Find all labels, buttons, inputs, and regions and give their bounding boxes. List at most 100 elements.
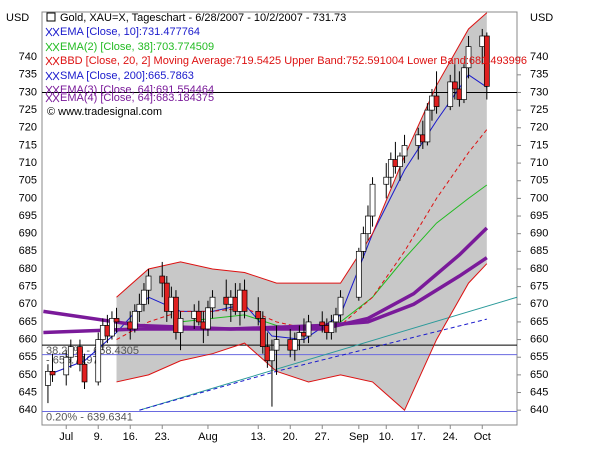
- candle-body: [369, 183, 376, 217]
- indicator-line: [116, 263, 488, 411]
- y-tick-label: 695: [19, 210, 37, 222]
- y-tick-label: 700: [19, 192, 37, 204]
- candle-body: [397, 155, 403, 167]
- candle-body: [259, 318, 266, 347]
- y-tick-label-right: 640: [530, 404, 548, 416]
- y-tick-label: 655: [19, 351, 37, 363]
- x-tick-label: 27.: [315, 431, 330, 443]
- y-tick-label-right: 670: [530, 298, 548, 310]
- y-tick-label: 665: [19, 316, 37, 328]
- y-tick-label-right: 730: [530, 86, 548, 98]
- legend-marker: [45, 27, 60, 37]
- candle-body: [291, 339, 298, 351]
- y-tick-label: 740: [19, 51, 37, 63]
- candle-body: [113, 318, 120, 323]
- candle-body: [173, 296, 179, 333]
- candle-body: [383, 176, 390, 185]
- y-tick-label: 650: [19, 369, 37, 381]
- x-tick-label: 10.: [379, 431, 394, 443]
- legend-entry: BBD [Close, 20, 2] Moving Average:719.54…: [60, 55, 527, 67]
- candle-body: [141, 289, 147, 305]
- x-tick-label: 16.: [123, 431, 138, 443]
- y-tick-label: 725: [19, 104, 37, 116]
- y-tick-label-right: 710: [530, 157, 548, 169]
- indicator-line: [43, 256, 488, 335]
- y-tick-label-right: 695: [530, 210, 548, 222]
- y-tick-label-right: 655: [530, 351, 548, 363]
- candle-body: [451, 81, 458, 90]
- candle-body: [241, 289, 248, 312]
- y-tick-label: 670: [19, 298, 37, 310]
- candle-body: [433, 95, 440, 107]
- chart-title: Gold, XAU=X, Tageschart - 6/28/2007 - 10…: [60, 12, 346, 24]
- candle-body: [177, 318, 184, 333]
- x-tick-label: Aug: [198, 431, 218, 443]
- candle-body: [136, 303, 143, 312]
- y-tick-label-right: 690: [530, 228, 548, 240]
- candle-body: [131, 310, 138, 330]
- y-tick-label-right: 740: [530, 51, 548, 63]
- y-tick-label-right: 645: [530, 386, 548, 398]
- candle-body: [269, 349, 275, 362]
- copyright: © www.tradesignal.com: [47, 106, 162, 118]
- candle-body: [461, 67, 467, 100]
- candle-body: [81, 363, 88, 383]
- trend-line: [139, 296, 518, 411]
- candle-body: [387, 159, 394, 178]
- y-tick-label: 710: [19, 157, 37, 169]
- candle-body: [424, 109, 431, 143]
- x-tick-label: 24.: [443, 431, 458, 443]
- candle-body: [195, 310, 202, 323]
- candle-body: [67, 346, 74, 358]
- y-tick-label-right: 700: [530, 192, 548, 204]
- candle-body: [255, 310, 262, 319]
- level-label: - 655.7197: [46, 355, 99, 367]
- y-tick-label: 720: [19, 122, 37, 134]
- candle-body: [145, 275, 152, 291]
- legend-icon: [46, 12, 56, 22]
- candle-body: [205, 307, 211, 330]
- y-tick-label-right: 720: [530, 122, 548, 134]
- legend-entry: EMA(2) [Close, 38]:703.774509: [60, 41, 214, 53]
- candle-body: [355, 250, 362, 298]
- legend-entry: EMA(3) [Close, 64]:691.554464: [60, 84, 214, 96]
- y-tick-label: 685: [19, 245, 37, 257]
- candle-body: [483, 35, 490, 87]
- candle-body: [109, 318, 115, 337]
- y-tick-label: 680: [19, 263, 37, 275]
- x-tick-label: Jul: [59, 431, 73, 443]
- y-tick-label: 705: [19, 175, 37, 187]
- y-tick-label-right: 675: [530, 281, 548, 293]
- x-tick-label: Sep: [349, 431, 369, 443]
- candle-body: [209, 296, 216, 309]
- candle-body: [447, 81, 454, 107]
- y-tick-label-right: 705: [530, 175, 548, 187]
- y-tick-label: 715: [19, 139, 37, 151]
- candle-body: [401, 145, 408, 157]
- y-tick-label: 640: [19, 404, 37, 416]
- y-tick-label-right: 650: [530, 369, 548, 381]
- y-tick-label: 690: [19, 228, 37, 240]
- y-tick-label: 660: [19, 333, 37, 345]
- y-tick-label: 645: [19, 386, 37, 398]
- candle-body: [305, 321, 312, 337]
- y-tick-label: 675: [19, 281, 37, 293]
- candle-body: [465, 46, 472, 69]
- y-tick-label: 735: [19, 69, 37, 81]
- x-tick-label: Oct: [474, 431, 491, 443]
- x-tick-label: 9.: [94, 431, 103, 443]
- y-tick-label: 730: [19, 86, 37, 98]
- candle-body: [328, 321, 335, 333]
- x-tick-label: 20.: [283, 431, 298, 443]
- candle-body: [77, 346, 83, 365]
- legend-entry: EMA [Close, 10]:731.477764: [60, 26, 200, 38]
- legend-marker: [45, 56, 60, 66]
- candle-body: [360, 233, 367, 252]
- y-unit-left: USD: [6, 12, 29, 24]
- candle-body: [365, 215, 371, 235]
- legend-marker: [45, 42, 60, 52]
- y-tick-label-right: 665: [530, 316, 548, 328]
- x-tick-label: 13.: [251, 431, 266, 443]
- y-tick-label-right: 715: [530, 139, 548, 151]
